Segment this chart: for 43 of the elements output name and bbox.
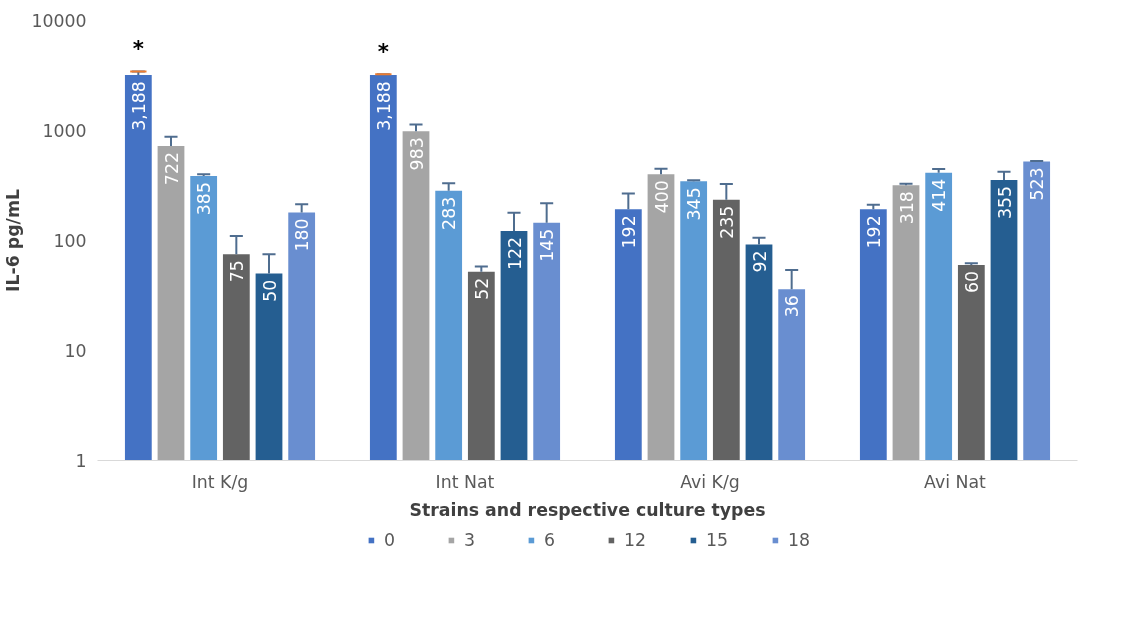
- data-label: 523: [1027, 167, 1048, 201]
- legend-label: 3: [463, 530, 476, 550]
- data-label: 52: [471, 277, 492, 300]
- y-axis-title: IL-6 pg/mL: [3, 188, 24, 292]
- data-label: 36: [782, 295, 803, 318]
- annotation: *: [132, 36, 144, 62]
- legend-label: 18: [788, 530, 811, 550]
- data-label: 3,188: [128, 81, 149, 131]
- x-tick-label: Int Nat: [435, 471, 495, 492]
- data-label: 122: [504, 237, 525, 271]
- legend-label: 12: [623, 530, 646, 550]
- x-axis-title: Strains and respective culture types: [409, 499, 766, 520]
- y-tick-label: 1: [75, 451, 87, 471]
- data-label: 92: [749, 250, 770, 273]
- x-tick-label: Avi Nat: [924, 471, 987, 492]
- x-tick-label: Int K/g: [191, 471, 249, 492]
- data-label: 235: [716, 205, 737, 239]
- legend-label: 15: [705, 530, 729, 550]
- data-label: 283: [439, 196, 460, 230]
- data-label: 400: [651, 180, 672, 214]
- y-tick-label: 10000: [31, 11, 87, 31]
- legend-label: 0: [383, 530, 396, 550]
- data-label: 414: [929, 178, 950, 212]
- data-label: 722: [161, 152, 182, 186]
- data-label: 50: [259, 279, 280, 302]
- data-label: 180: [292, 218, 313, 252]
- annotation: *: [377, 39, 389, 65]
- data-label: 75: [226, 260, 247, 283]
- data-label: 318: [896, 191, 917, 225]
- y-tick-label: 1000: [42, 121, 87, 141]
- y-tick-label: 100: [53, 231, 87, 251]
- data-label: 345: [684, 187, 705, 221]
- data-label: 60: [961, 270, 982, 293]
- data-label: 385: [194, 182, 215, 216]
- y-tick-label: 10: [64, 341, 87, 361]
- data-label: 192: [618, 215, 639, 249]
- data-label: 983: [406, 137, 427, 171]
- data-label: 192: [863, 215, 884, 249]
- legend-label: 6: [543, 530, 556, 550]
- x-tick-label: Avi K/g: [680, 471, 740, 492]
- data-label: 3,188: [373, 81, 394, 131]
- data-label: 145: [537, 228, 558, 262]
- data-label: 355: [994, 185, 1015, 220]
